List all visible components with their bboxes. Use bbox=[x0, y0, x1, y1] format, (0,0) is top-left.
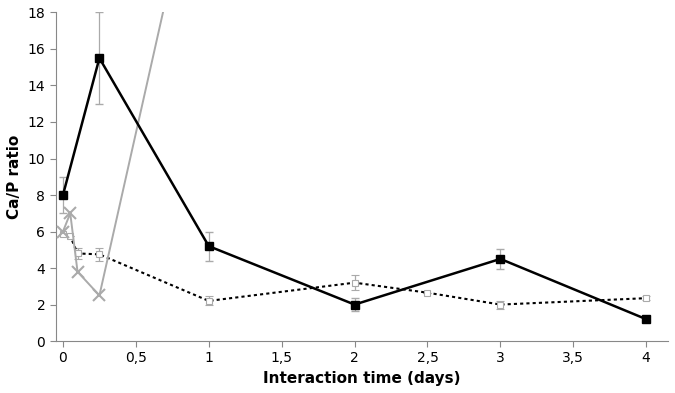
Y-axis label: Ca/P ratio: Ca/P ratio bbox=[7, 135, 22, 219]
X-axis label: Interaction time (days): Interaction time (days) bbox=[263, 371, 460, 386]
